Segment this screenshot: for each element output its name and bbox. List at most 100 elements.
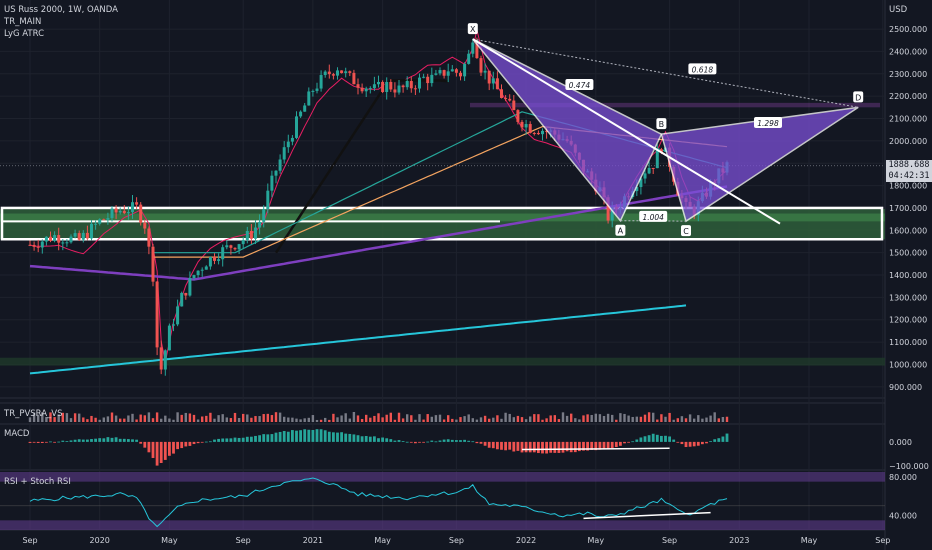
harmonic-pattern[interactable]: X A B C D 0.474 1.004 0.618 1.298 xyxy=(467,23,864,237)
volume-bar xyxy=(291,417,294,422)
macd-histogram-bar xyxy=(368,436,372,442)
time-axis[interactable]: Sep 2020 May Sep 2021 May Sep 2022 May Sep 2023 May… xyxy=(22,536,890,545)
time-tick-label: Sep xyxy=(22,536,37,545)
macd-histogram-bar xyxy=(520,441,524,453)
candle-body xyxy=(270,175,274,191)
volume-pane xyxy=(28,412,729,422)
candle-body xyxy=(348,71,352,73)
macd-histogram-bar xyxy=(692,441,696,447)
volume-bar xyxy=(287,417,290,422)
volume-bar xyxy=(135,419,138,422)
volume-bar xyxy=(164,415,167,422)
macd-histogram-bar xyxy=(672,439,676,442)
volume-pane-title[interactable]: TR_PVSRA_VS xyxy=(4,409,63,419)
price-axis[interactable]: 2500.000 2400.000 2300.000 2200.000 2100.000… xyxy=(889,25,929,520)
volume-bar xyxy=(697,415,700,422)
macd-histogram-bar xyxy=(40,441,44,444)
macd-histogram-bar xyxy=(327,431,331,442)
volume-bar xyxy=(73,413,77,422)
candle-body xyxy=(409,81,413,89)
volume-bar xyxy=(422,419,425,422)
macd-pane-title[interactable]: MACD xyxy=(4,429,30,439)
macd-histogram-bar xyxy=(467,440,471,442)
macd-histogram-bar xyxy=(524,441,528,453)
volume-bar xyxy=(381,417,384,422)
volume-bar xyxy=(196,419,200,422)
candle-body xyxy=(167,325,171,351)
indicator-lyg-atrc[interactable]: LyG ATRC xyxy=(4,29,45,39)
candle-body xyxy=(65,242,69,244)
trendline-descending xyxy=(472,38,781,225)
volume-bar xyxy=(627,415,630,422)
macd-histogram-bar xyxy=(254,435,257,442)
candle-body xyxy=(299,111,303,117)
candle-body xyxy=(336,70,339,76)
volume-bar xyxy=(352,412,356,422)
candle-body xyxy=(106,218,110,220)
candle-body xyxy=(471,42,475,54)
macd-histogram-bar xyxy=(192,441,196,445)
volume-bar xyxy=(151,418,155,422)
volume-bar xyxy=(623,413,626,422)
volume-bar xyxy=(451,418,454,422)
macd-histogram-bar xyxy=(573,441,577,453)
volume-bar xyxy=(668,412,671,422)
macd-histogram-bar xyxy=(163,441,167,460)
harmonic-point-label-C: C xyxy=(683,227,689,236)
macd-histogram-bar xyxy=(610,441,614,449)
candle-body xyxy=(237,244,241,250)
macd-histogram-bar xyxy=(348,433,352,442)
harmonic-ratio-badge xyxy=(754,116,782,128)
macd-histogram-bar xyxy=(86,439,89,442)
volume-bar xyxy=(377,413,380,422)
volume-bar xyxy=(717,418,720,422)
time-tick-label: Sep xyxy=(449,536,464,545)
price-tick-label: 900.000 xyxy=(889,383,922,392)
volume-bar xyxy=(94,417,97,422)
volume-bar xyxy=(533,414,536,422)
symbol-title[interactable]: US Russ 2000, 1W, OANDA xyxy=(4,5,118,15)
macd-histogram-bar xyxy=(81,439,85,442)
volume-bar xyxy=(475,419,479,422)
macd-histogram-bar xyxy=(159,441,163,464)
macd-histogram-bar xyxy=(180,441,184,449)
macd-histogram-bar xyxy=(356,435,360,442)
volume-bar xyxy=(147,412,151,422)
candle-body xyxy=(245,231,249,241)
indicator-tr-main[interactable]: TR_MAIN xyxy=(4,17,42,27)
candle-body xyxy=(110,208,114,219)
rsi-pane-title[interactable]: RSI + Stoch RSI xyxy=(4,477,71,487)
candle-body xyxy=(249,231,253,239)
candle-body xyxy=(495,78,499,90)
volume-bar xyxy=(414,419,417,422)
volume-bar xyxy=(582,415,585,422)
macd-histogram-bar xyxy=(245,436,249,442)
macd-histogram-bar xyxy=(45,441,48,443)
candle-body xyxy=(147,228,151,247)
macd-histogram-bar xyxy=(147,441,151,453)
candle-body xyxy=(352,72,356,85)
candle-body xyxy=(331,74,335,76)
candle-body xyxy=(278,159,282,171)
candle-body xyxy=(217,259,221,261)
volume-bar xyxy=(123,418,126,422)
macd-histogram-bar xyxy=(53,441,56,443)
ma-long xyxy=(29,304,687,375)
volume-bar xyxy=(483,415,487,422)
volume-bar xyxy=(631,416,634,422)
volume-bar xyxy=(578,419,581,422)
macd-histogram-bar xyxy=(717,438,721,442)
candle-body xyxy=(40,241,44,248)
macd-histogram-bar xyxy=(323,430,327,442)
price-tick-label: 1800.000 xyxy=(889,182,927,191)
macd-histogram-bar xyxy=(131,439,134,442)
volume-bar xyxy=(303,418,306,422)
macd-histogram-bar xyxy=(127,439,130,442)
volume-bar xyxy=(508,413,511,422)
macd-histogram-bar xyxy=(405,441,409,443)
macd-histogram-bar xyxy=(28,441,32,443)
harmonic-ratio-badge xyxy=(639,210,668,222)
volume-bar xyxy=(299,419,302,422)
macd-histogram-bar xyxy=(414,441,417,444)
